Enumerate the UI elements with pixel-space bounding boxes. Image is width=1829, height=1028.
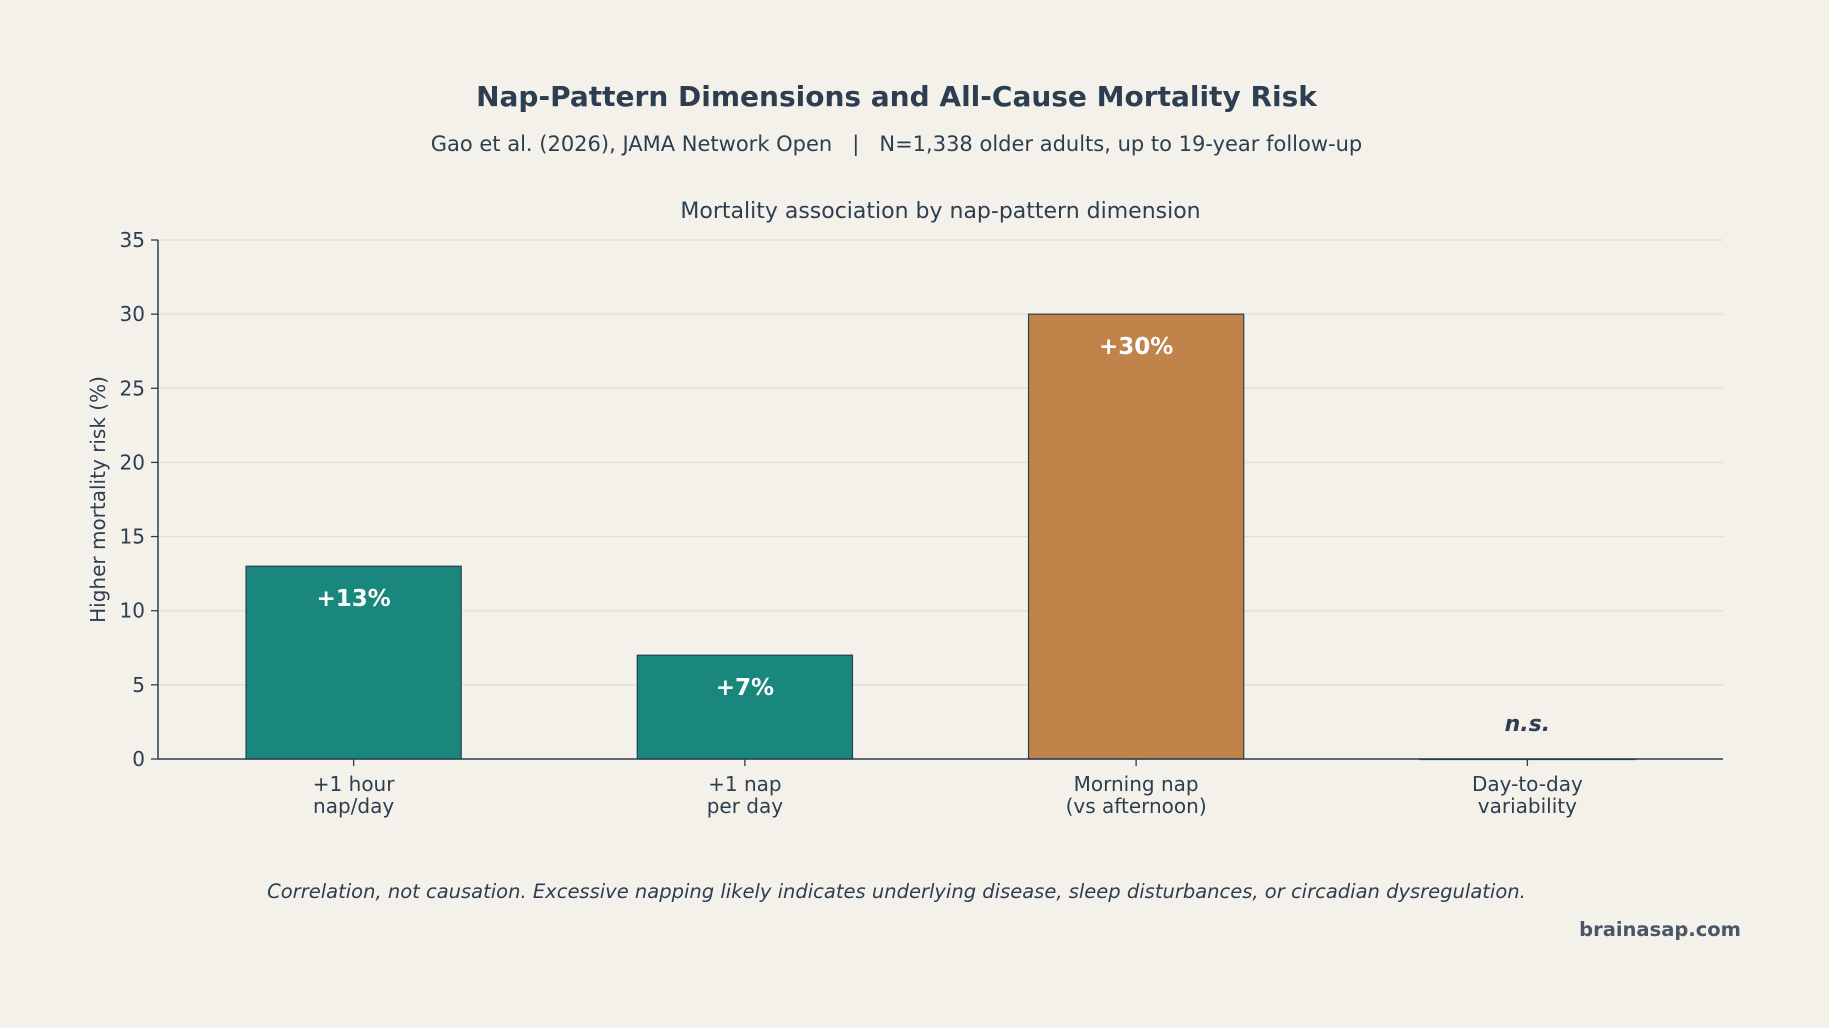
y-axis-label: Higher mortality risk (%) [86, 376, 110, 623]
y-tick-label: 10 [120, 599, 145, 623]
x-tick-label: +1 nap per day [707, 772, 784, 818]
x-tick-label: Day-to-day variability [1472, 772, 1583, 818]
y-tick-label: 25 [120, 376, 145, 400]
y-tick-label: 20 [120, 450, 145, 474]
y-tick-label: 15 [120, 525, 145, 549]
x-tick-label: +1 hour nap/day [313, 772, 395, 818]
causation-footnote: Correlation, not causation. Excessive na… [267, 880, 1526, 903]
source-watermark: brainasap.com [1579, 918, 1741, 941]
bar-value-label: +7% [716, 675, 774, 701]
figure-subtitle: Gao et al. (2026), JAMA Network Open | N… [430, 132, 1363, 156]
figure-title: Nap-Pattern Dimensions and All-Cause Mor… [476, 80, 1317, 113]
bar-value-label: n.s. [1505, 712, 1550, 737]
y-tick-label: 30 [120, 302, 145, 326]
bar-value-label: +30% [1099, 334, 1173, 360]
y-tick-label: 0 [132, 747, 145, 771]
y-tick-label: 35 [120, 228, 145, 252]
x-tick-label: Morning nap (vs afternoon) [1066, 772, 1207, 818]
bar [1027, 313, 1245, 760]
chart-title: Mortality association by nap-pattern dim… [680, 199, 1200, 224]
bar-value-label: +13% [316, 586, 390, 612]
bar [636, 654, 854, 760]
bar [245, 565, 462, 760]
y-tick-label: 5 [132, 673, 145, 697]
